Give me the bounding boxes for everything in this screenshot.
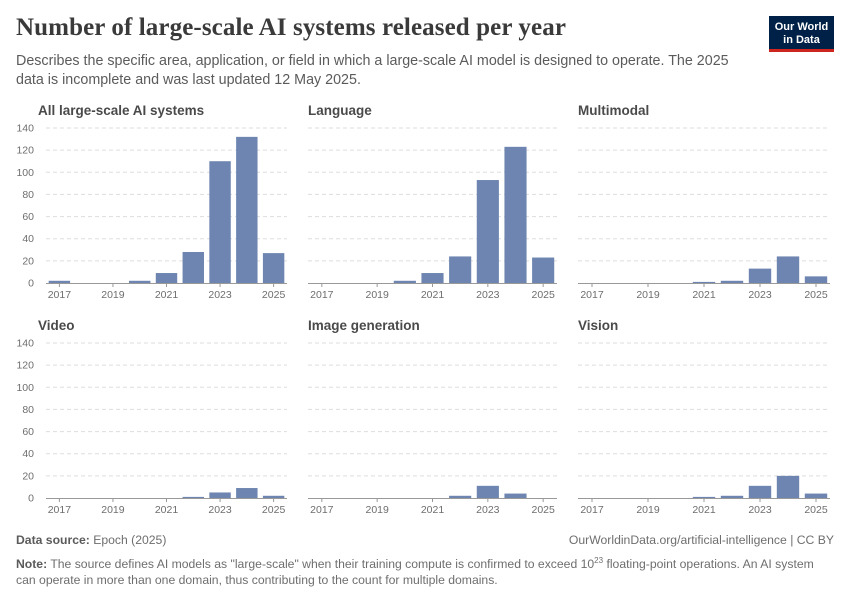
x-tick-label-image-generation: 2017 xyxy=(310,504,334,516)
x-tick-label-vision: 2017 xyxy=(580,504,604,516)
x-tick-label-image-generation: 2021 xyxy=(421,504,445,516)
data-source-label: Data source: xyxy=(16,533,90,547)
y-tick-label-video: 60 xyxy=(22,426,34,438)
y-tick-label-video: 120 xyxy=(16,360,34,372)
bar-vision-2022 xyxy=(720,495,744,498)
panel-title-all-large-scale-ai-systems: All large-scale AI systems xyxy=(38,103,204,118)
bar-multimodal-2024 xyxy=(776,256,800,283)
x-tick-label-video: 2017 xyxy=(48,504,72,516)
x-tick-label-language: 2025 xyxy=(531,289,555,301)
y-tick-label-video: 100 xyxy=(16,382,34,394)
bar-vision-2024 xyxy=(776,475,800,498)
bar-language-2025 xyxy=(532,257,555,283)
bar-vision-2023 xyxy=(748,485,772,498)
x-tick-label-vision: 2019 xyxy=(636,504,660,516)
bar-multimodal-2022 xyxy=(720,280,744,283)
x-tick-label-image-generation: 2023 xyxy=(476,504,500,516)
x-tick-label-video: 2025 xyxy=(262,504,286,516)
logo-line-2: in Data xyxy=(783,33,820,46)
x-tick-label-video: 2023 xyxy=(208,504,232,516)
bar-image-generation-2024 xyxy=(504,493,527,498)
panel-title-video: Video xyxy=(38,318,75,333)
bar-all-large-scale-ai-systems-2024 xyxy=(236,136,258,283)
y-tick-label-video: 40 xyxy=(22,448,34,460)
note-text-a: The source defines AI models as "large-s… xyxy=(50,557,595,571)
x-tick-label-language: 2023 xyxy=(476,289,500,301)
data-source-link[interactable]: Epoch (2025) xyxy=(93,533,167,547)
y-tick-label-all-large-scale-ai-systems: 100 xyxy=(16,167,34,179)
x-tick-label-language: 2017 xyxy=(310,289,334,301)
y-tick-label-video: 0 xyxy=(28,493,34,505)
x-tick-label-video: 2019 xyxy=(101,504,125,516)
chart-title: Number of large-scale AI systems release… xyxy=(16,14,567,41)
x-tick-label-language: 2019 xyxy=(365,289,389,301)
bar-video-2025 xyxy=(262,495,285,498)
bar-video-2023 xyxy=(209,492,231,498)
x-tick-label-multimodal: 2017 xyxy=(580,289,604,301)
y-tick-label-all-large-scale-ai-systems: 0 xyxy=(28,278,34,290)
x-tick-label-image-generation: 2025 xyxy=(531,504,555,516)
bar-all-large-scale-ai-systems-2021 xyxy=(155,273,178,283)
y-tick-label-video: 20 xyxy=(22,470,34,482)
y-tick-label-video: 140 xyxy=(16,338,34,350)
bar-all-large-scale-ai-systems-2023 xyxy=(209,161,231,283)
bar-multimodal-2023 xyxy=(748,268,772,283)
bar-language-2024 xyxy=(504,146,527,283)
bar-all-large-scale-ai-systems-2025 xyxy=(262,253,285,283)
x-tick-label-vision: 2025 xyxy=(804,504,828,516)
x-tick-label-multimodal: 2025 xyxy=(804,289,828,301)
x-tick-label-video: 2021 xyxy=(155,504,179,516)
y-tick-label-all-large-scale-ai-systems: 40 xyxy=(22,233,34,245)
x-tick-label-vision: 2021 xyxy=(692,504,716,516)
bar-all-large-scale-ai-systems-2022 xyxy=(182,252,204,283)
bar-video-2024 xyxy=(236,488,258,498)
bar-vision-2025 xyxy=(804,493,828,498)
chart-subtitle: Describes the specific area, application… xyxy=(16,53,729,88)
x-tick-label-language: 2021 xyxy=(421,289,445,301)
y-tick-label-all-large-scale-ai-systems: 20 xyxy=(22,255,34,267)
panel-title-language: Language xyxy=(308,103,372,118)
panel-title-multimodal: Multimodal xyxy=(578,103,649,118)
bar-multimodal-2021 xyxy=(692,281,716,283)
x-tick-label-multimodal: 2019 xyxy=(636,289,660,301)
bar-multimodal-2025 xyxy=(804,276,828,283)
data-source: Data source: Epoch (2025) xyxy=(16,533,166,547)
note-superscript: 23 xyxy=(594,556,604,565)
bar-language-2020 xyxy=(393,280,416,283)
bar-video-2022 xyxy=(182,496,204,498)
x-tick-label-vision: 2023 xyxy=(748,504,772,516)
x-tick-label-multimodal: 2021 xyxy=(692,289,716,301)
x-tick-label-all-large-scale-ai-systems: 2019 xyxy=(101,289,125,301)
x-tick-label-multimodal: 2023 xyxy=(748,289,772,301)
panel-title-vision: Vision xyxy=(578,318,618,333)
y-tick-label-video: 80 xyxy=(22,404,34,416)
note-text-b: floating-point operations. An AI system … xyxy=(16,557,814,587)
bar-vision-2021 xyxy=(692,496,716,498)
x-tick-label-all-large-scale-ai-systems: 2025 xyxy=(262,289,286,301)
note-label: Note: xyxy=(16,557,48,571)
owid-logo[interactable]: Our World in Data xyxy=(769,16,834,52)
x-tick-label-image-generation: 2019 xyxy=(365,504,389,516)
logo-line-1: Our World xyxy=(774,21,829,33)
x-tick-label-all-large-scale-ai-systems: 2023 xyxy=(208,289,232,301)
footnote: Note: The source defines AI models as "l… xyxy=(16,553,816,588)
panel-title-image-generation: Image generation xyxy=(308,318,420,333)
bar-language-2021 xyxy=(421,273,444,283)
bar-image-generation-2023 xyxy=(476,485,499,498)
y-tick-label-all-large-scale-ai-systems: 60 xyxy=(22,211,34,223)
y-tick-label-all-large-scale-ai-systems: 80 xyxy=(22,189,34,201)
y-tick-label-all-large-scale-ai-systems: 120 xyxy=(16,145,34,157)
bar-image-generation-2022 xyxy=(449,495,472,498)
bar-language-2022 xyxy=(449,256,472,283)
bar-all-large-scale-ai-systems-2020 xyxy=(129,280,151,283)
bar-language-2023 xyxy=(476,180,499,283)
small-multiples-chart: All large-scale AI systems 0 20 40 60 80 100 12… xyxy=(16,103,830,516)
source-url[interactable]: OurWorldinData.org/artificial-intelligen… xyxy=(568,533,834,547)
bar-all-large-scale-ai-systems-2017 xyxy=(48,280,71,283)
x-tick-label-all-large-scale-ai-systems: 2017 xyxy=(48,289,72,301)
y-tick-label-all-large-scale-ai-systems: 140 xyxy=(16,123,34,135)
x-tick-label-all-large-scale-ai-systems: 2021 xyxy=(155,289,179,301)
